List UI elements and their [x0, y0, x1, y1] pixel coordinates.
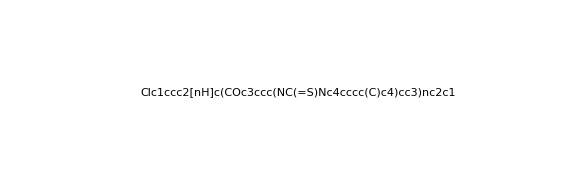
Text: Clc1ccc2[nH]c(COc3ccc(NC(=S)Nc4cccc(C)c4)cc3)nc2c1: Clc1ccc2[nH]c(COc3ccc(NC(=S)Nc4cccc(C)c4… — [140, 87, 456, 97]
